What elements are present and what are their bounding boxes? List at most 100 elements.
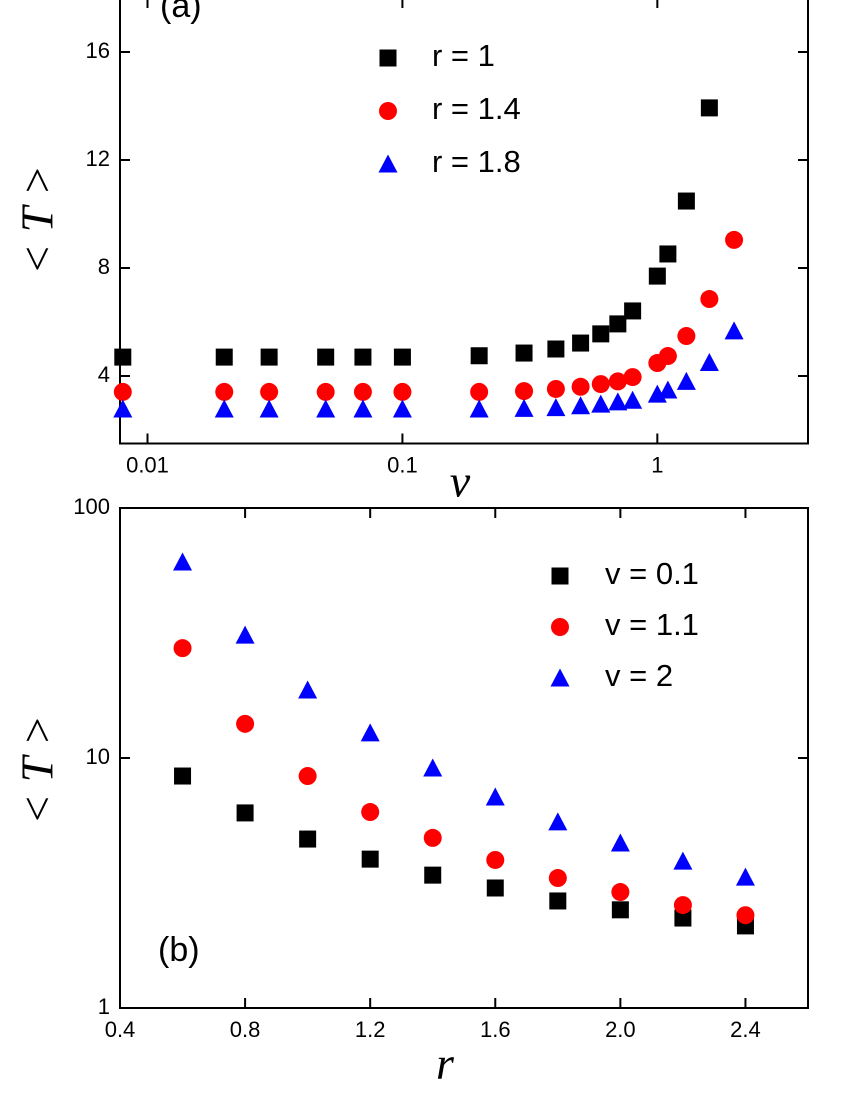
- legend-label: v = 2: [605, 658, 673, 693]
- marker-circle: [548, 869, 567, 888]
- x-axis-label: v: [450, 456, 471, 507]
- marker-circle: [611, 883, 630, 902]
- marker-triangle: [298, 680, 318, 699]
- x-tick-label: 0.8: [230, 1017, 261, 1042]
- x-tick-label: 0.01: [126, 452, 169, 477]
- y-tick-label: 12: [86, 146, 110, 171]
- marker-square: [677, 192, 695, 210]
- marker-circle: [393, 382, 412, 401]
- marker-square: [174, 767, 192, 785]
- marker-circle: [298, 767, 317, 786]
- marker-triangle: [676, 371, 696, 390]
- plot-frame: [119, 507, 809, 1009]
- y-tick-label: 8: [98, 254, 110, 279]
- marker-circle: [215, 382, 234, 401]
- legend-label: v = 0.1: [605, 556, 699, 591]
- marker-square: [572, 334, 590, 352]
- marker-triangle: [214, 399, 234, 418]
- marker-square: [299, 830, 317, 848]
- marker-circle: [236, 714, 255, 733]
- marker-triangle: [469, 399, 489, 418]
- marker-triangle: [610, 833, 630, 852]
- marker-square: [674, 909, 692, 927]
- marker-triangle: [548, 812, 568, 831]
- marker-triangle: [571, 396, 591, 415]
- marker-square: [547, 340, 565, 358]
- marker-triangle: [259, 399, 279, 418]
- legend-label: r = 1: [432, 38, 495, 73]
- marker-triangle: [423, 758, 443, 777]
- marker-square: [659, 245, 677, 263]
- marker-triangle: [392, 399, 412, 418]
- marker-circle: [470, 382, 489, 401]
- marker-square: [470, 347, 488, 365]
- marker-circle: [591, 375, 610, 394]
- marker-square: [609, 315, 627, 333]
- y-tick-label: 1: [98, 994, 110, 1019]
- legend-marker: [551, 618, 569, 636]
- marker-square: [611, 901, 629, 919]
- marker-circle: [700, 290, 719, 309]
- marker-triangle: [699, 353, 719, 371]
- marker-circle: [353, 382, 372, 401]
- marker-square: [236, 804, 254, 822]
- marker-triangle: [173, 552, 193, 571]
- y-tick-label: 10: [86, 744, 110, 769]
- marker-triangle: [735, 867, 755, 886]
- marker-square: [114, 348, 132, 366]
- marker-circle: [316, 382, 335, 401]
- marker-square: [215, 348, 233, 366]
- marker-triangle: [724, 321, 744, 340]
- y-tick-label: 100: [73, 494, 110, 519]
- marker-triangle: [316, 399, 336, 418]
- marker-circle: [546, 379, 565, 398]
- marker-circle: [423, 828, 442, 847]
- marker-square: [592, 325, 610, 343]
- annotation: (b): [158, 931, 200, 969]
- x-tick-label: 0.4: [105, 1017, 136, 1042]
- marker-triangle: [591, 394, 611, 413]
- marker-square: [361, 850, 379, 868]
- x-tick-label: 1.6: [480, 1017, 511, 1042]
- annotation: (a): [160, 0, 202, 25]
- marker-triangle: [485, 787, 505, 806]
- marker-circle: [113, 382, 132, 401]
- marker-triangle: [235, 625, 255, 644]
- marker-square: [515, 344, 533, 362]
- marker-circle: [173, 639, 192, 658]
- marker-triangle: [113, 399, 133, 418]
- legend-marker: [379, 102, 397, 120]
- marker-square: [354, 348, 372, 366]
- legend-marker: [378, 154, 398, 173]
- x-tick-label: 2.0: [605, 1017, 636, 1042]
- marker-circle: [260, 382, 279, 401]
- legend-marker: [551, 567, 569, 585]
- x-axis-label: r: [436, 1038, 455, 1089]
- marker-triangle: [514, 398, 534, 417]
- legend-marker: [379, 49, 397, 67]
- marker-circle: [673, 896, 692, 915]
- marker-triangle: [608, 392, 628, 411]
- marker-circle: [623, 368, 642, 387]
- marker-square: [424, 866, 442, 884]
- marker-square: [317, 348, 335, 366]
- marker-triangle: [673, 851, 693, 870]
- y-tick-label: 4: [98, 362, 110, 387]
- x-tick-label: 1: [651, 452, 663, 477]
- marker-square: [549, 892, 567, 910]
- marker-square: [393, 348, 411, 366]
- legend-marker: [550, 668, 570, 687]
- x-tick-label: 2.4: [730, 1017, 761, 1042]
- marker-circle: [608, 372, 627, 391]
- marker-circle: [677, 327, 696, 346]
- marker-circle: [736, 906, 755, 925]
- marker-circle: [571, 377, 590, 396]
- marker-square: [486, 879, 504, 897]
- marker-triangle: [623, 390, 643, 409]
- marker-triangle: [546, 398, 566, 417]
- plot-frame: [119, 0, 809, 445]
- marker-circle: [725, 230, 744, 249]
- marker-circle: [658, 347, 677, 366]
- marker-square: [648, 267, 666, 285]
